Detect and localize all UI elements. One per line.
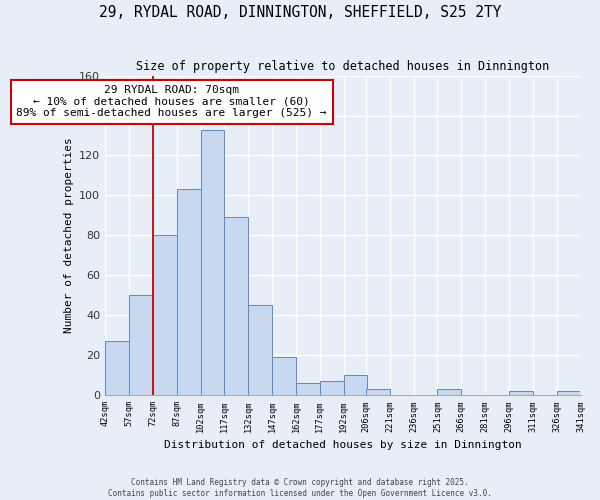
Text: 29 RYDAL ROAD: 70sqm
← 10% of detached houses are smaller (60)
89% of semi-detac: 29 RYDAL ROAD: 70sqm ← 10% of detached h… xyxy=(16,85,327,118)
Y-axis label: Number of detached properties: Number of detached properties xyxy=(64,138,74,334)
Bar xyxy=(296,384,320,396)
Bar xyxy=(129,296,153,396)
Bar xyxy=(176,190,200,396)
Bar xyxy=(437,390,461,396)
Bar xyxy=(509,392,533,396)
Bar xyxy=(366,390,390,396)
Bar xyxy=(153,236,176,396)
Bar xyxy=(105,342,129,396)
Bar xyxy=(272,358,296,396)
Bar xyxy=(248,306,272,396)
Bar xyxy=(344,376,367,396)
Text: Contains HM Land Registry data © Crown copyright and database right 2025.
Contai: Contains HM Land Registry data © Crown c… xyxy=(108,478,492,498)
Bar xyxy=(200,130,224,396)
Bar xyxy=(224,218,248,396)
Title: Size of property relative to detached houses in Dinnington: Size of property relative to detached ho… xyxy=(136,60,550,73)
Bar xyxy=(557,392,580,396)
Bar xyxy=(320,382,344,396)
Text: 29, RYDAL ROAD, DINNINGTON, SHEFFIELD, S25 2TY: 29, RYDAL ROAD, DINNINGTON, SHEFFIELD, S… xyxy=(99,5,501,20)
X-axis label: Distribution of detached houses by size in Dinnington: Distribution of detached houses by size … xyxy=(164,440,521,450)
